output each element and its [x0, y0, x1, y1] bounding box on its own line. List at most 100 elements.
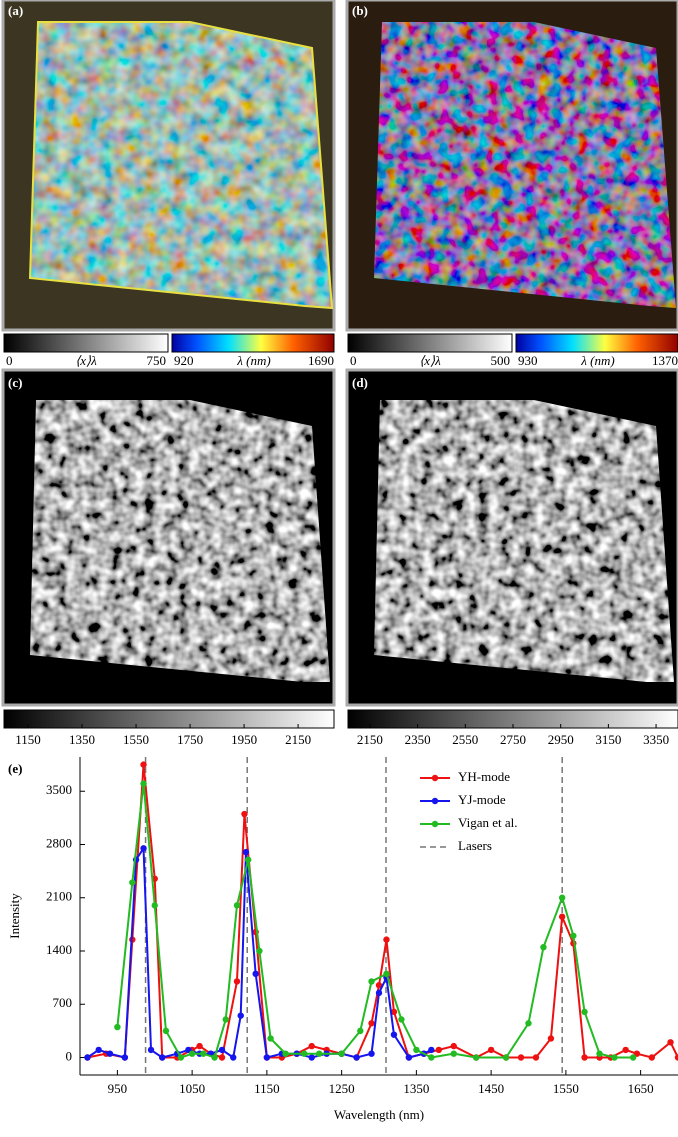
point	[301, 1050, 308, 1057]
point	[435, 1046, 442, 1054]
colorbar-label: 750	[147, 353, 167, 368]
point	[106, 1050, 114, 1057]
legend-swatch	[431, 820, 439, 828]
point	[256, 947, 263, 955]
dynamic: (a) (b) (c) (d) 0 ⟨x⟩λ 750 920 λ (nm) 1690 0 ⟨x⟩λ 50…	[6, 3, 678, 1122]
point	[390, 1031, 398, 1038]
point	[114, 1023, 121, 1031]
point	[177, 1054, 185, 1061]
point	[674, 1054, 678, 1061]
series-line	[87, 764, 678, 1059]
point	[241, 810, 248, 818]
x-tick-label: 1350	[403, 1081, 429, 1096]
colorbar	[515, 333, 678, 353]
point	[390, 1008, 398, 1016]
point	[218, 1046, 226, 1054]
colorbar	[171, 333, 335, 353]
y-tick-label: 2800	[46, 835, 72, 850]
colorbar-label: 920	[174, 353, 194, 368]
point	[375, 982, 383, 989]
point	[368, 978, 375, 985]
point	[244, 856, 252, 863]
point	[338, 1050, 345, 1057]
point	[487, 1046, 495, 1054]
colorbar-tick-label: 3150	[595, 732, 621, 747]
point	[162, 1027, 170, 1035]
colorbar-tick-label: 2350	[405, 732, 431, 747]
point	[263, 1054, 271, 1061]
point	[581, 1008, 588, 1016]
point	[308, 1054, 315, 1061]
point	[611, 1054, 618, 1061]
point	[398, 1016, 405, 1023]
colorbar-tick-label: 1550	[123, 732, 149, 747]
point	[667, 1039, 674, 1046]
point	[570, 932, 577, 939]
image-b	[345, 0, 678, 332]
point	[230, 1054, 237, 1061]
point	[472, 1054, 480, 1061]
point	[428, 1054, 435, 1061]
image-d	[345, 368, 678, 707]
point	[375, 989, 383, 997]
point	[188, 1050, 196, 1057]
point	[84, 1054, 91, 1061]
x-tick-label: 1450	[478, 1081, 504, 1096]
x-tick-label: 1250	[329, 1081, 355, 1096]
point	[428, 1046, 435, 1054]
legend-label: Lasers	[458, 838, 492, 853]
colorbar-label: λ (nm)	[580, 353, 614, 368]
panel-label: (d)	[352, 375, 368, 390]
point	[316, 1050, 323, 1057]
point	[525, 1020, 532, 1027]
panel-label: (b)	[352, 3, 368, 18]
colorbar-tick-label: 2550	[452, 732, 478, 747]
colorbar-tick-label: 1350	[69, 732, 95, 747]
x-axis-label: Wavelength (nm)	[334, 1107, 424, 1122]
panel-label: (a)	[8, 3, 23, 18]
point	[383, 936, 390, 943]
colorbar-tick-label: 2150	[285, 732, 311, 747]
colorbar-tick-label: 3350	[643, 732, 669, 747]
y-tick-label: 0	[66, 1048, 73, 1063]
legend-label: Vigan et al.	[458, 815, 518, 830]
point	[629, 1054, 637, 1061]
panel-label: (e)	[8, 761, 22, 776]
panel-label: (c)	[8, 375, 22, 390]
colorbar-tick-label: 1950	[231, 732, 257, 747]
colorbar-tick-label: 2150	[357, 732, 383, 747]
point	[581, 1054, 588, 1061]
point	[282, 1050, 289, 1057]
point	[252, 970, 259, 978]
point	[353, 1054, 360, 1061]
point	[622, 1046, 629, 1054]
point	[383, 970, 390, 978]
point	[357, 1027, 364, 1035]
point	[151, 902, 158, 909]
image-a	[1, 0, 336, 332]
point	[233, 978, 241, 985]
legend-label: YJ-mode	[458, 792, 506, 807]
point	[547, 1035, 555, 1042]
point	[140, 780, 147, 787]
point	[558, 894, 566, 901]
point	[218, 1054, 226, 1061]
point	[233, 902, 241, 909]
colorbar-label: 1370	[652, 353, 678, 368]
colorbar-tick-label: 2750	[500, 732, 526, 747]
y-tick-label: 3500	[46, 782, 72, 797]
image-c	[1, 368, 336, 707]
point	[242, 848, 250, 856]
x-tick-label: 1550	[553, 1081, 579, 1096]
y-tick-label: 2100	[46, 889, 72, 904]
point	[308, 1042, 315, 1050]
colorbar	[3, 709, 335, 729]
colorbar-label: 0	[6, 353, 13, 368]
point	[196, 1042, 203, 1050]
point	[121, 1054, 129, 1061]
x-tick-label: 1050	[179, 1081, 205, 1096]
point	[129, 879, 136, 886]
point	[596, 1050, 603, 1057]
colorbar-label: λ (nm)	[236, 353, 270, 368]
point	[450, 1042, 457, 1050]
